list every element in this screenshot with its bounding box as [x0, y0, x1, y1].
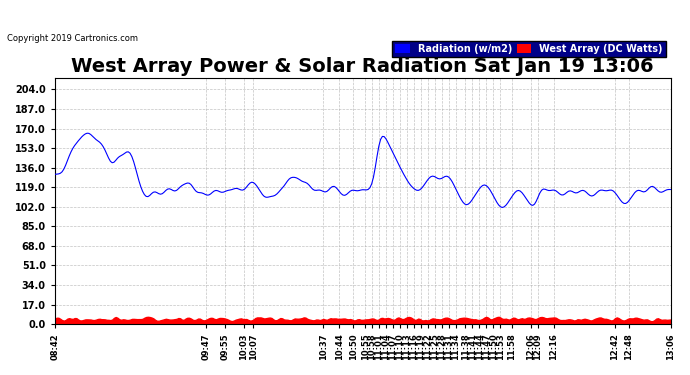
Legend: Radiation (w/m2), West Array (DC Watts): Radiation (w/m2), West Array (DC Watts) — [393, 41, 666, 57]
Title: West Array Power & Solar Radiation Sat Jan 19 13:06: West Array Power & Solar Radiation Sat J… — [71, 57, 654, 76]
Text: Copyright 2019 Cartronics.com: Copyright 2019 Cartronics.com — [7, 34, 138, 43]
